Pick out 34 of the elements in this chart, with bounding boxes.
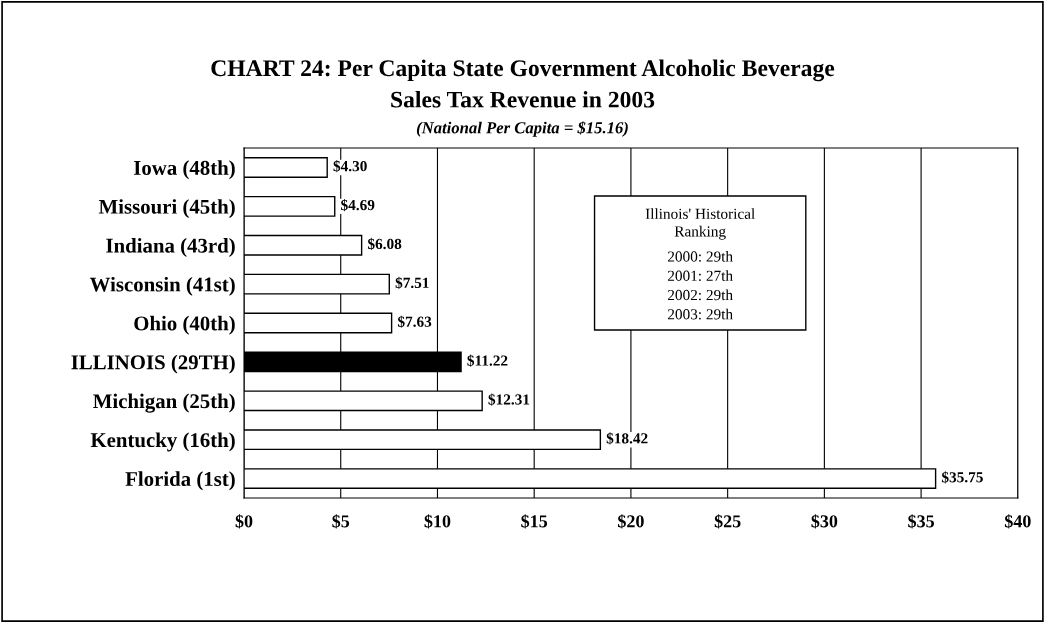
y-tick-label: Wisconsin (41st) bbox=[89, 276, 235, 296]
x-tick-label: $0 bbox=[235, 514, 253, 529]
y-tick-label: Kentucky (16th) bbox=[90, 432, 235, 452]
y-tick-label: Michigan (25th) bbox=[93, 393, 235, 413]
data-label: $4.69 bbox=[341, 198, 375, 212]
x-tick-label: $15 bbox=[521, 514, 548, 529]
y-tick-label: Missouri (45th) bbox=[98, 199, 235, 219]
y-tick-label: Iowa (48th) bbox=[133, 160, 235, 180]
data-label: $35.75 bbox=[941, 471, 983, 484]
chart-subtitle: (National Per Capita = $15.16) bbox=[416, 121, 628, 137]
data-label: $7.63 bbox=[397, 315, 432, 328]
data-label: $7.51 bbox=[395, 276, 429, 289]
y-tick-label: Florida (1st) bbox=[125, 471, 235, 491]
data-label: $4.30 bbox=[333, 160, 367, 173]
y-tick-label: Ohio (40th) bbox=[134, 315, 235, 335]
data-label: $12.31 bbox=[488, 393, 530, 406]
x-tick-label: $40 bbox=[1004, 514, 1031, 529]
data-label: $6.08 bbox=[367, 237, 402, 251]
annotation: 2002: 29th bbox=[667, 289, 733, 301]
data-label: $18.42 bbox=[606, 432, 648, 445]
y-tick-label: Indiana (43rd) bbox=[106, 238, 235, 257]
x-tick-label: $20 bbox=[618, 514, 644, 529]
annotation: 2003: 29th bbox=[667, 308, 733, 320]
x-tick-label: $35 bbox=[908, 514, 934, 529]
annotation: 2001: 27th bbox=[667, 270, 733, 281]
data-label: $11.22 bbox=[467, 354, 508, 367]
x-tick-label: $10 bbox=[424, 514, 451, 529]
x-tick-label: $25 bbox=[714, 514, 741, 529]
y-tick-label: ILLINOIS (29TH) bbox=[71, 354, 235, 374]
x-tick-label: $30 bbox=[811, 514, 838, 529]
annotation: 2000: 29th bbox=[667, 250, 733, 262]
chart-title: CHART 24: Per Capita State Government Alcoholic Beverage Sales Tax Revenue in 2003 bbox=[211, 59, 835, 108]
x-tick-label: $5 bbox=[332, 514, 350, 529]
annotation: Illinois' Historical Ranking bbox=[645, 208, 755, 240]
